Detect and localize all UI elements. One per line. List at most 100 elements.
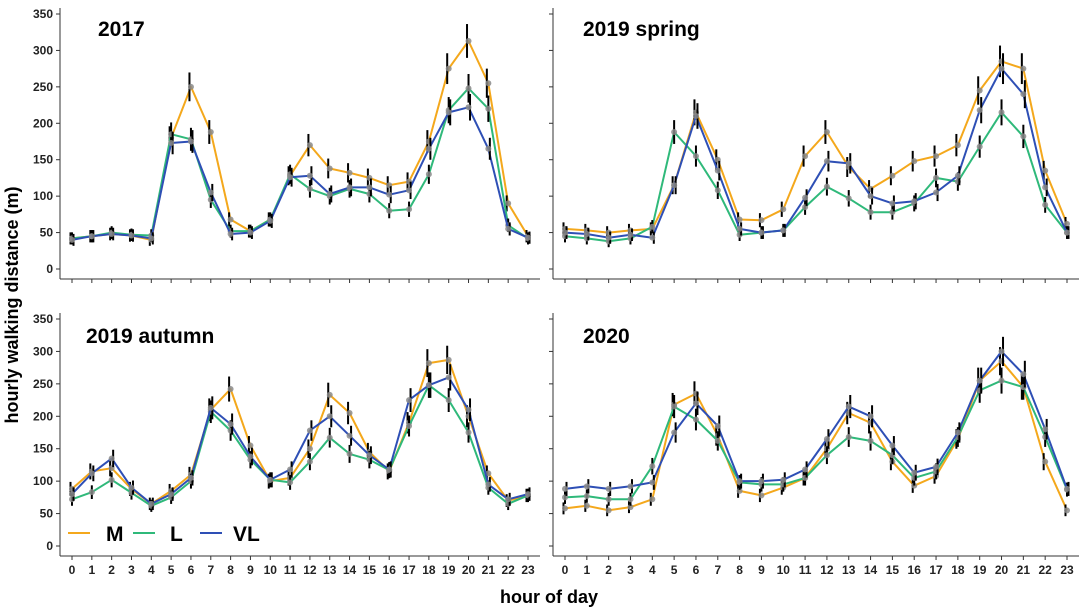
series-line-m	[71, 40, 529, 241]
data-point-m	[780, 206, 787, 213]
data-point-vl	[976, 377, 983, 384]
series-line-l	[564, 379, 1068, 501]
data-point-l	[1042, 201, 1049, 208]
data-point-vl	[976, 107, 983, 114]
data-point-vl	[692, 113, 699, 119]
data-point-vl	[671, 182, 678, 189]
data-point-vl	[445, 109, 452, 116]
x-tick-label: 18	[951, 563, 965, 577]
x-tick-label: 19	[442, 563, 456, 577]
data-point-vl	[148, 235, 155, 242]
data-point-m	[227, 386, 234, 393]
data-point-vl	[867, 413, 874, 420]
data-point-vl	[525, 234, 531, 241]
panel-1: 2019 spring	[549, 8, 1079, 283]
data-point-vl	[1020, 91, 1027, 98]
data-point-vl	[326, 413, 333, 420]
data-point-vl	[605, 234, 612, 241]
data-point-vl	[386, 466, 393, 473]
data-point-l	[823, 452, 830, 459]
data-point-vl	[465, 104, 472, 111]
legend-label-m: M	[106, 523, 124, 546]
data-point-l	[714, 437, 721, 444]
data-point-m	[605, 507, 612, 514]
data-point-vl	[366, 184, 373, 191]
data-point-l	[1020, 133, 1027, 140]
x-tick-label: 5	[671, 563, 678, 577]
data-point-m	[649, 496, 656, 503]
y-tick-label: 150	[33, 442, 53, 456]
y-tick-label: 250	[33, 80, 53, 94]
data-point-vl	[306, 427, 313, 434]
data-point-m	[802, 153, 809, 160]
data-point-vl	[780, 227, 787, 234]
data-point-m	[562, 505, 568, 512]
x-tick-label: 7	[207, 563, 214, 577]
data-point-vl	[714, 167, 721, 174]
data-point-vl	[954, 172, 961, 179]
panel-title: 2020	[583, 325, 630, 348]
panel-3: 0 1 2 3 4 5 6 7 8 9 10 11 12 13 14 15 16 17 18 19 20 21 22 2320…	[549, 313, 1079, 577]
data-point-m	[1064, 220, 1070, 227]
y-tick-label: 100	[33, 189, 53, 203]
data-point-l	[406, 206, 413, 213]
data-point-vl	[1042, 184, 1049, 191]
x-tick-label: 2	[605, 563, 612, 577]
series-line-l	[71, 87, 529, 240]
data-point-vl	[845, 160, 852, 167]
data-point-m	[247, 442, 254, 449]
data-point-vl	[758, 229, 765, 236]
data-point-vl	[911, 198, 918, 205]
x-tick-label: 16	[383, 563, 397, 577]
data-point-vl	[227, 421, 234, 428]
data-point-m	[207, 129, 214, 136]
y-axis-title: hourly walking distance (m)	[2, 186, 22, 423]
x-tick-label: 22	[501, 563, 515, 577]
x-tick-label: 0	[69, 563, 76, 577]
data-point-vl	[562, 229, 568, 236]
y-tick-label: 200	[33, 116, 53, 130]
data-point-m	[1020, 65, 1027, 72]
data-point-vl	[168, 491, 175, 498]
data-point-l	[485, 105, 492, 112]
y-tick-label: 200	[33, 409, 53, 423]
data-point-m	[346, 169, 353, 176]
data-point-vl	[346, 184, 353, 191]
data-point-vl	[845, 403, 852, 410]
data-point-vl	[562, 485, 568, 492]
data-point-vl	[627, 231, 634, 238]
series-line-vl	[564, 350, 1068, 490]
y-tick-label: 250	[33, 377, 53, 391]
series-line-vl	[71, 106, 529, 241]
x-tick-label: 13	[842, 563, 856, 577]
panel-title: 2017	[98, 18, 145, 41]
data-point-vl	[88, 470, 95, 477]
data-point-vl	[287, 466, 294, 473]
data-point-vl	[247, 453, 254, 460]
x-tick-label: 13	[323, 563, 337, 577]
data-point-vl	[605, 485, 612, 492]
data-point-m	[465, 37, 472, 44]
data-point-m	[758, 217, 765, 224]
y-tick-label: 50	[40, 507, 54, 521]
data-point-l	[583, 493, 590, 500]
data-point-vl	[1064, 485, 1070, 492]
y-tick-label: 0	[46, 539, 53, 553]
x-tick-label: 18	[422, 563, 436, 577]
data-point-l	[465, 429, 472, 436]
data-point-vl	[714, 423, 721, 430]
y-tick-label: 300	[33, 43, 53, 57]
data-point-vl	[802, 194, 809, 201]
x-tick-label: 9	[758, 563, 765, 577]
data-point-l	[845, 195, 852, 202]
x-tick-label: 19	[973, 563, 987, 577]
data-point-vl	[386, 191, 393, 198]
data-point-vl	[911, 469, 918, 476]
data-point-vl	[505, 225, 512, 232]
data-point-vl	[649, 479, 656, 486]
data-point-l	[445, 397, 452, 404]
series-line-m	[564, 360, 1068, 512]
data-point-m	[326, 391, 333, 398]
